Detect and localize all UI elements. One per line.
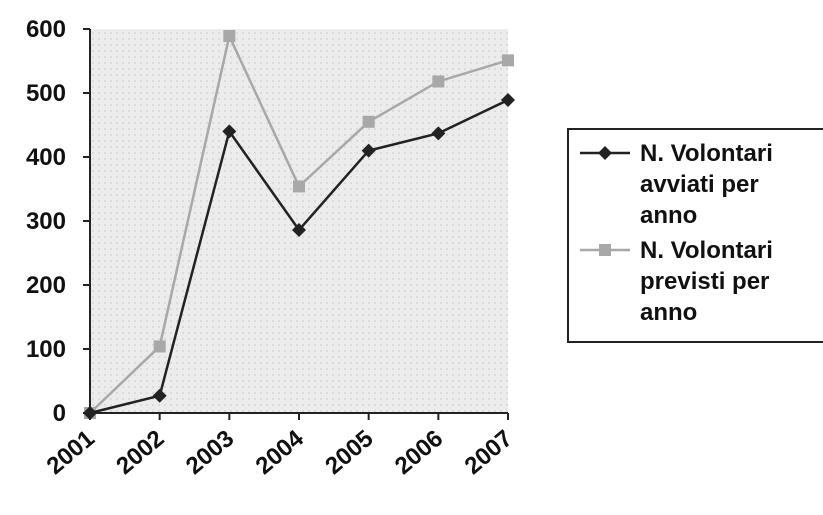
legend-label: N. Volontari bbox=[640, 237, 773, 264]
plot-area bbox=[90, 29, 508, 413]
x-axis-ticks: 2001 2002 2003 2004 2005 2006 2007 bbox=[42, 413, 518, 480]
data-point bbox=[431, 126, 446, 141]
data-point bbox=[361, 143, 376, 158]
y-tick-label: 200 bbox=[26, 272, 66, 299]
x-tick-label: 2001 bbox=[42, 425, 100, 480]
y-tick-label: 100 bbox=[26, 336, 66, 363]
x-tick-label: 2006 bbox=[390, 425, 448, 480]
legend-label: previsti per bbox=[640, 268, 769, 295]
legend-label: anno bbox=[640, 299, 697, 326]
legend-marker bbox=[598, 146, 612, 160]
series-1 bbox=[83, 93, 515, 420]
data-point bbox=[223, 30, 236, 43]
legend-box bbox=[567, 128, 823, 343]
x-tick-label: 2004 bbox=[251, 424, 310, 479]
legend-marker bbox=[599, 244, 611, 256]
data-point bbox=[153, 340, 166, 353]
y-tick-label: 600 bbox=[26, 16, 66, 43]
data-point bbox=[222, 124, 237, 139]
y-axis-ticks: 0 100 200 300 400 500 600 bbox=[26, 16, 90, 427]
data-point bbox=[292, 222, 306, 237]
legend: N. Volontari avviati per anno N. Volontari p… bbox=[567, 128, 823, 343]
legend-entry-1: N. Volontari avviati per anno bbox=[580, 140, 773, 229]
data-point bbox=[362, 115, 375, 128]
y-tick-label: 400 bbox=[26, 144, 66, 171]
y-tick-label: 300 bbox=[26, 208, 66, 235]
x-tick-label: 2005 bbox=[320, 425, 378, 480]
data-point bbox=[501, 93, 515, 108]
legend-label: avviati per bbox=[640, 171, 759, 198]
data-point bbox=[152, 388, 167, 403]
data-point bbox=[502, 54, 514, 67]
series-layer bbox=[83, 30, 515, 420]
data-point bbox=[432, 75, 445, 88]
legend-entry-2: N. Volontari previsti per anno bbox=[580, 237, 773, 326]
x-tick-label: 2007 bbox=[460, 425, 518, 480]
data-point bbox=[293, 180, 305, 193]
legend-label: N. Volontari bbox=[640, 140, 773, 167]
y-tick-label: 500 bbox=[26, 80, 66, 107]
data-point bbox=[83, 406, 97, 420]
y-tick-label: 0 bbox=[53, 400, 66, 427]
legend-label: anno bbox=[640, 202, 697, 229]
x-tick-label: 2003 bbox=[181, 425, 239, 480]
x-tick-label: 2002 bbox=[111, 425, 169, 480]
